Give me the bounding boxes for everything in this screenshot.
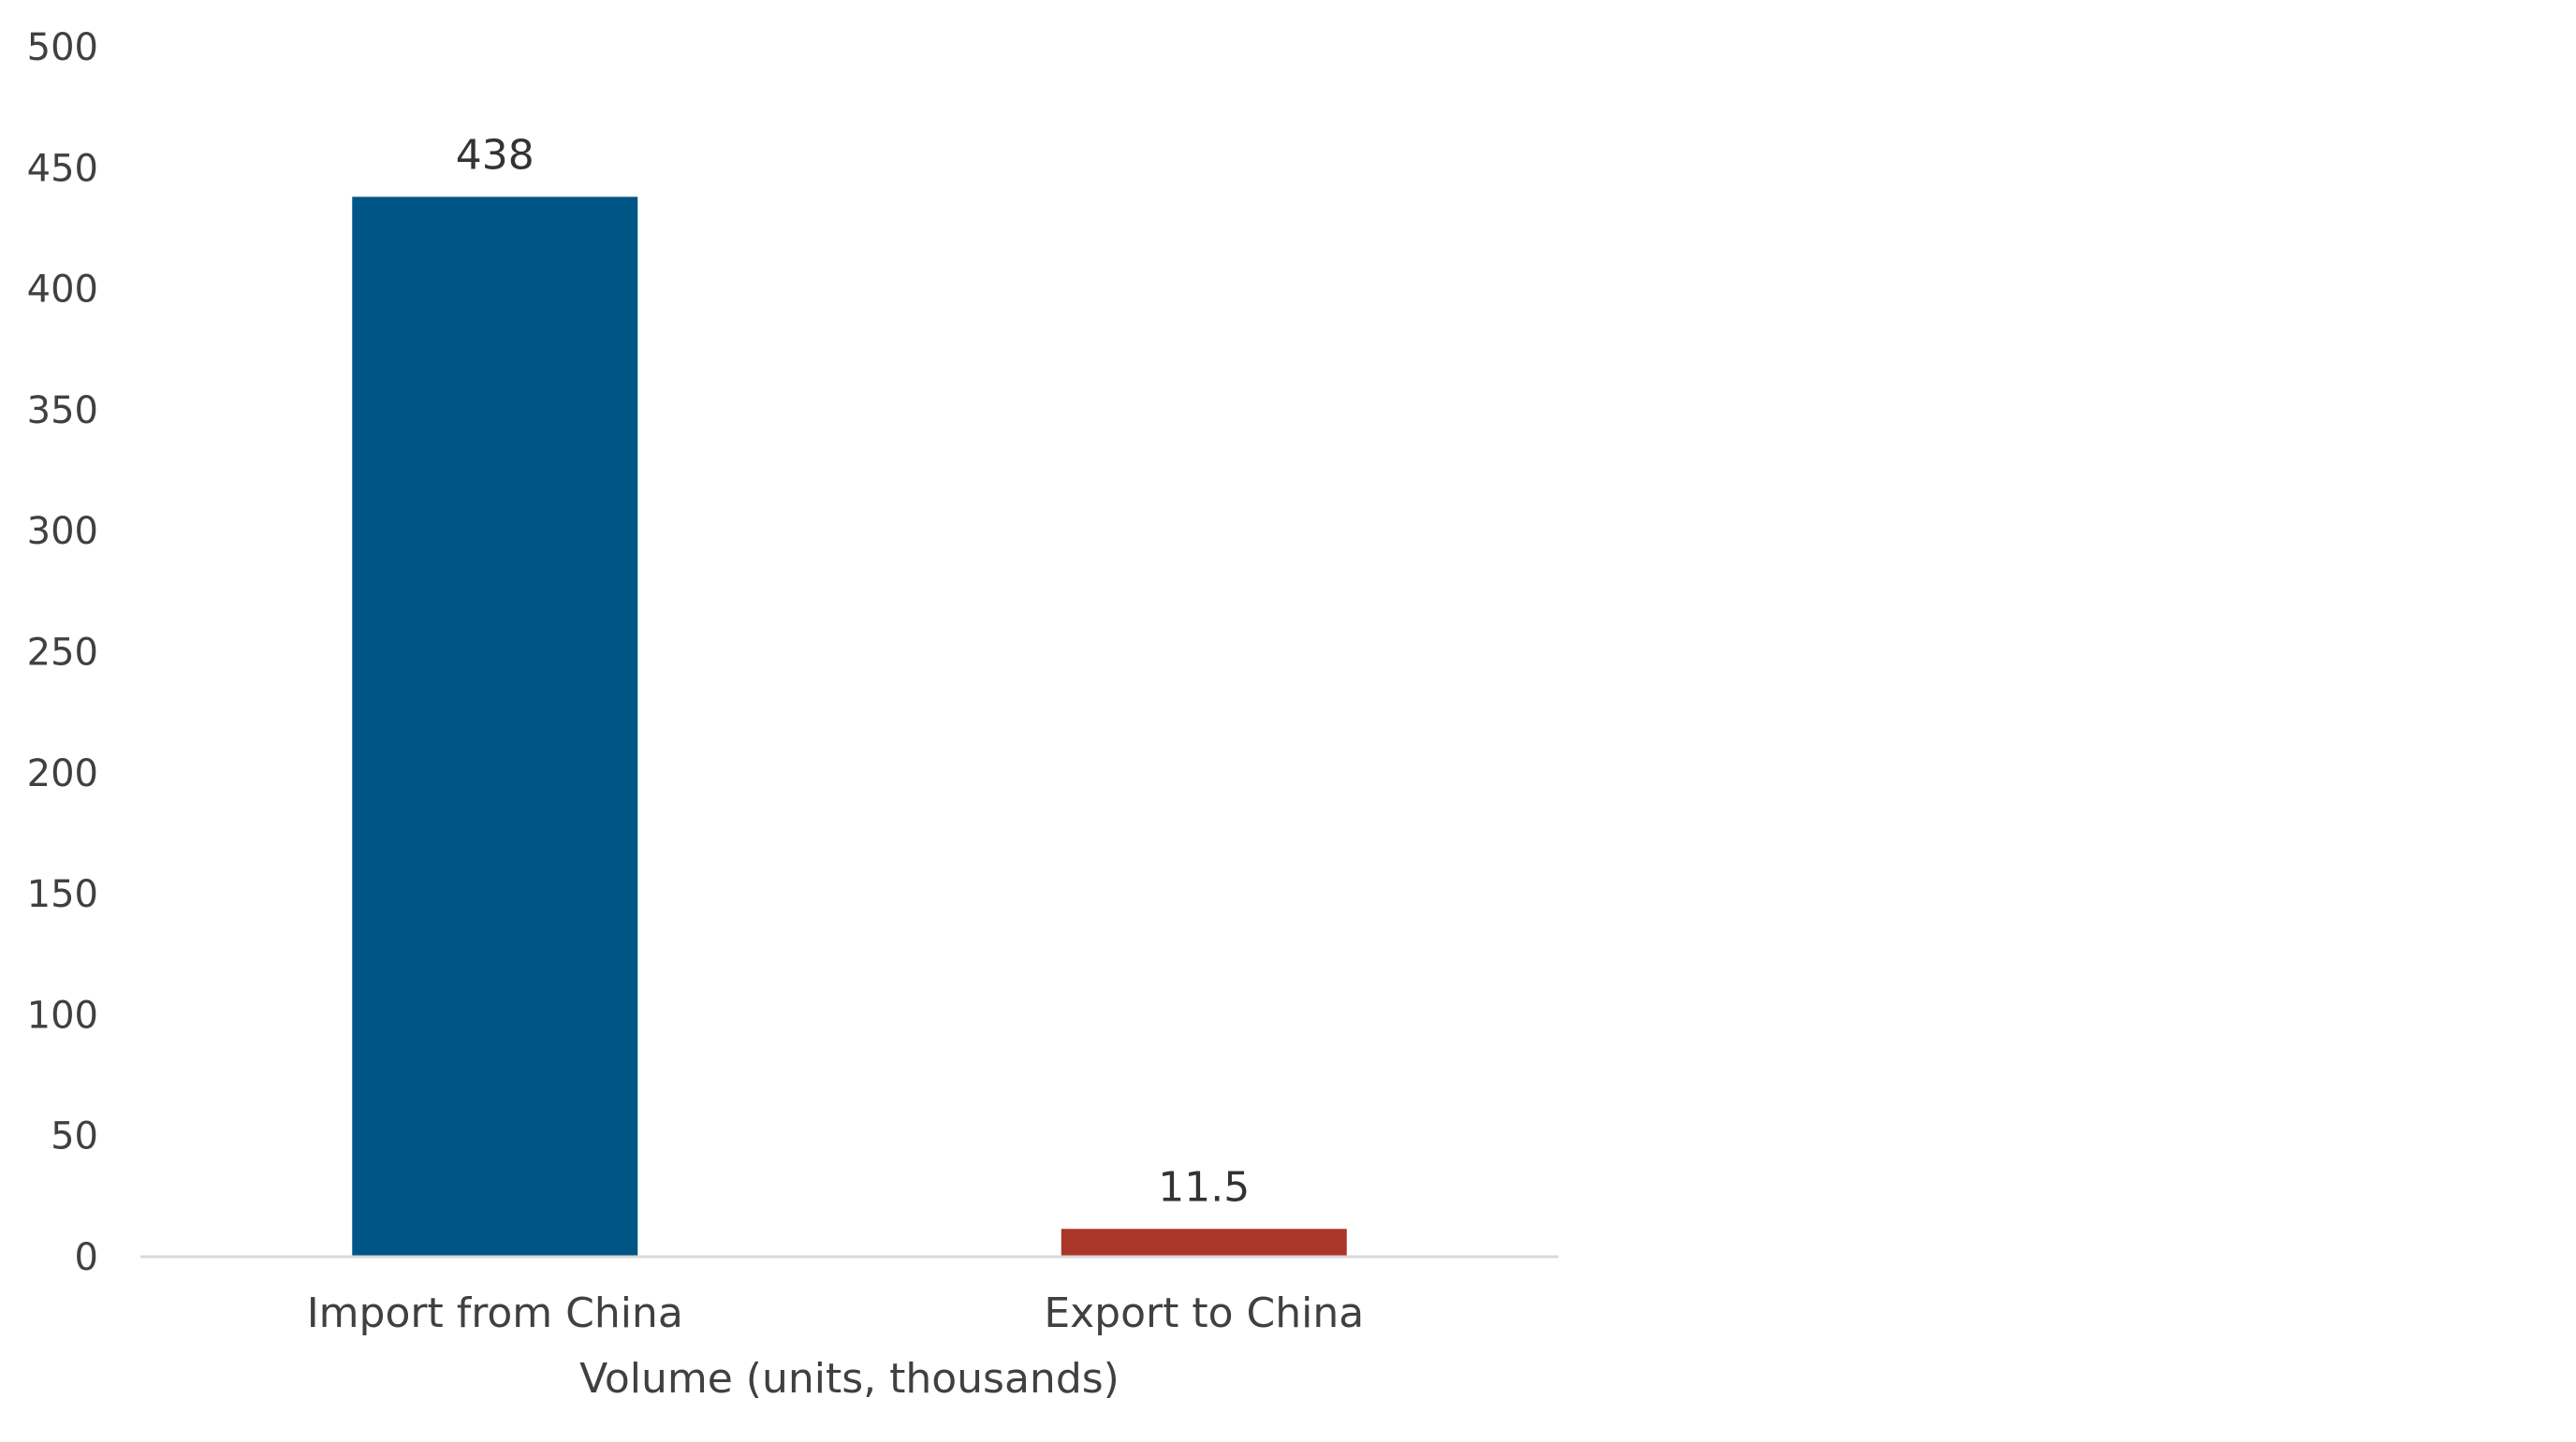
y-tick-label-4: 200 [27,752,98,795]
data-labels-group: 438 11.5 [456,131,1250,1211]
bars-group [352,197,1347,1257]
data-label-1: 11.5 [1158,1163,1250,1211]
bar-0 [352,197,638,1257]
y-tick-label-3: 150 [27,873,98,916]
category-label-0: Import from China [307,1289,683,1337]
y-tick-label-10: 500 [27,26,98,69]
y-tick-label-8: 400 [27,269,98,312]
y-tick-label-5: 250 [27,632,98,675]
bar-1 [1061,1229,1347,1257]
y-axis-ticks: 0 50 100 150 200 250 300 350 400 450 500 [27,26,98,1279]
y-tick-label-1: 50 [51,1115,98,1158]
y-tick-label-0: 0 [75,1236,98,1279]
x-axis-title: Volume (units, thousands) [579,1355,1120,1403]
data-label-0: 438 [456,131,534,179]
category-label-1: Export to China [1044,1289,1364,1337]
y-tick-label-9: 450 [27,147,98,190]
category-labels-group: Import from China Export to China [307,1289,1364,1337]
y-tick-label-7: 350 [27,389,98,432]
y-tick-label-2: 100 [27,994,98,1037]
y-tick-label-6: 300 [27,510,98,553]
